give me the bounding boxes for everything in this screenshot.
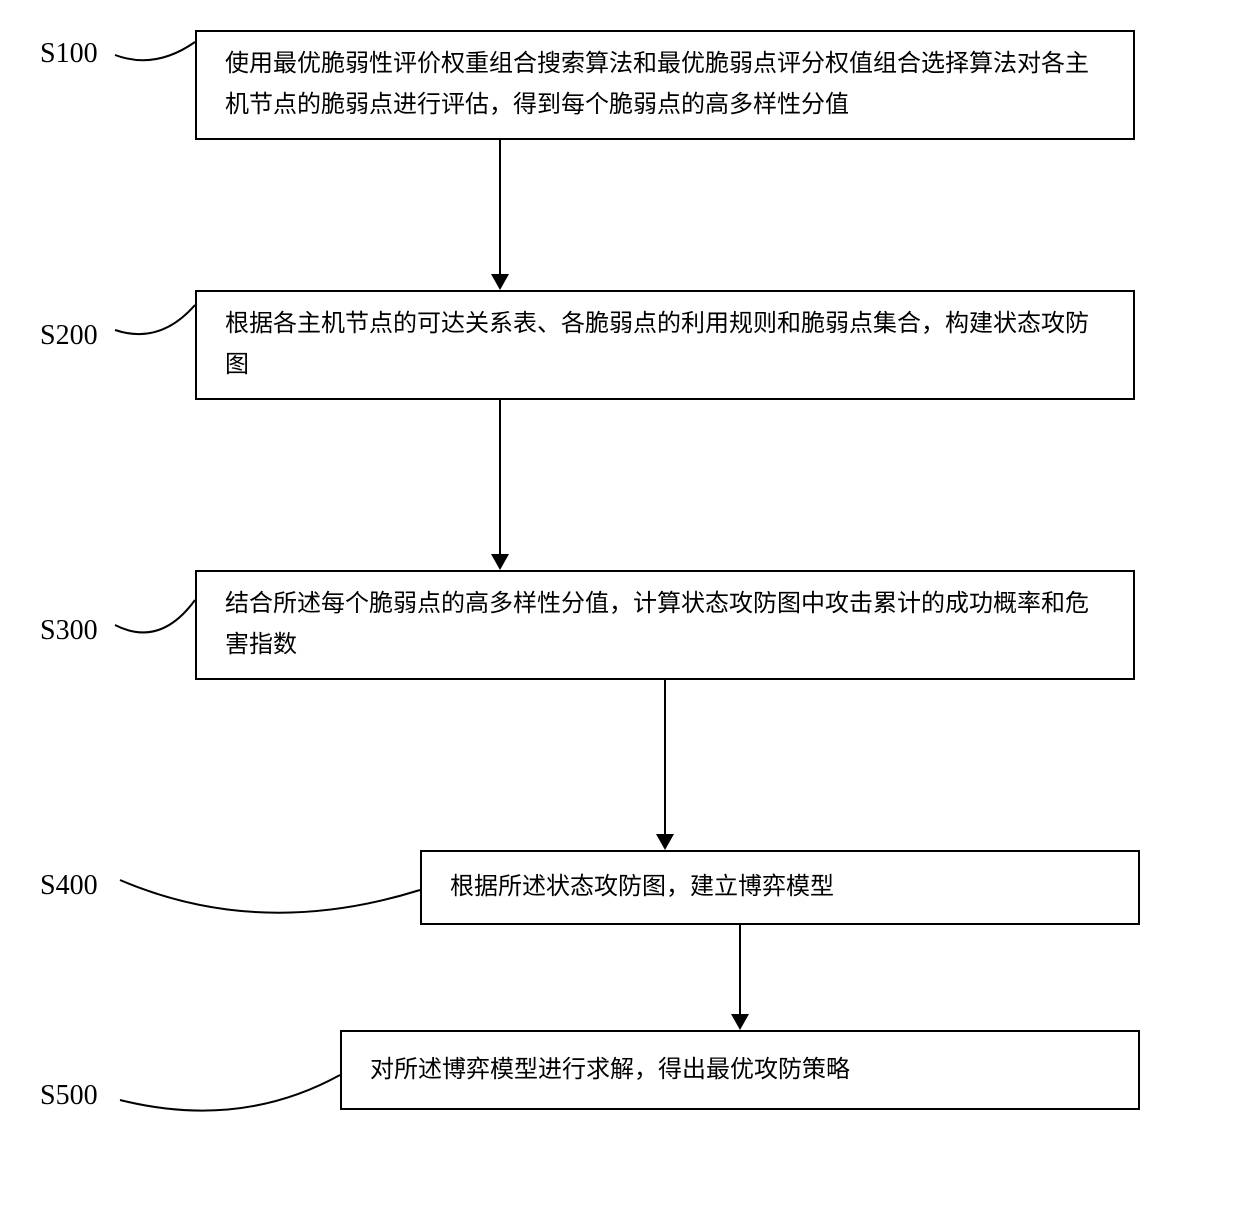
step-text-s500: 对所述博弈模型进行求解，得出最优攻防策略 bbox=[370, 1050, 850, 1091]
arrow-head-1 bbox=[491, 274, 509, 290]
step-box-s200: 根据各主机节点的可达关系表、各脆弱点的利用规则和脆弱点集合，构建状态攻防图 bbox=[195, 290, 1135, 400]
arrow-line-2 bbox=[499, 400, 501, 554]
arrow-line-4 bbox=[739, 925, 741, 1014]
connector-s200 bbox=[0, 280, 200, 360]
connector-s300 bbox=[0, 575, 200, 655]
step-text-s400: 根据所述状态攻防图，建立博弈模型 bbox=[450, 867, 834, 908]
arrow-head-3 bbox=[656, 834, 674, 850]
arrow-head-2 bbox=[491, 554, 509, 570]
arrow-line-3 bbox=[664, 680, 666, 834]
step-box-s300: 结合所述每个脆弱点的高多样性分值，计算状态攻防图中攻击累计的成功概率和危害指数 bbox=[195, 570, 1135, 680]
arrow-head-4 bbox=[731, 1014, 749, 1030]
arrow-line-1 bbox=[499, 140, 501, 274]
step-text-s100: 使用最优脆弱性评价权重组合搜索算法和最优脆弱点评分权值组合选择算法对各主机节点的… bbox=[225, 44, 1105, 126]
step-box-s100: 使用最优脆弱性评价权重组合搜索算法和最优脆弱点评分权值组合选择算法对各主机节点的… bbox=[195, 30, 1135, 140]
flowchart-container: S100 使用最优脆弱性评价权重组合搜索算法和最优脆弱点评分权值组合选择算法对各… bbox=[0, 0, 1240, 1210]
connector-s100 bbox=[0, 0, 200, 100]
step-box-s500: 对所述博弈模型进行求解，得出最优攻防策略 bbox=[340, 1030, 1140, 1110]
connector-s500 bbox=[0, 1050, 350, 1150]
step-box-s400: 根据所述状态攻防图，建立博弈模型 bbox=[420, 850, 1140, 925]
step-text-s200: 根据各主机节点的可达关系表、各脆弱点的利用规则和脆弱点集合，构建状态攻防图 bbox=[225, 304, 1105, 386]
step-text-s300: 结合所述每个脆弱点的高多样性分值，计算状态攻防图中攻击累计的成功概率和危害指数 bbox=[225, 584, 1105, 666]
connector-s400 bbox=[0, 850, 430, 950]
